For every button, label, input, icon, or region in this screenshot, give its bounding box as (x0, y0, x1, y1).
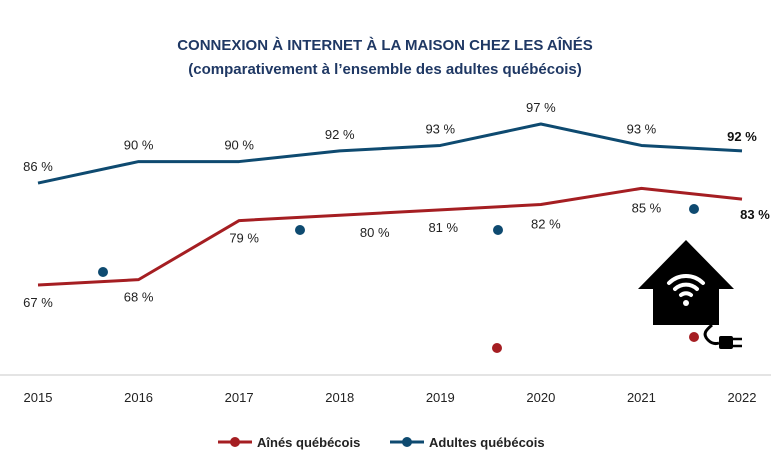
x-tick-label-2016: 2016 (124, 390, 153, 405)
decor-dot-blue-2 (295, 225, 305, 235)
decor-dot-red-1 (492, 343, 502, 353)
data-label-s0-6: 85 % (632, 200, 662, 215)
decor-dot-blue-4 (689, 204, 699, 214)
chart-subtitle: (comparativement à l’ensemble des adulte… (188, 61, 581, 78)
x-tick-label-2017: 2017 (225, 390, 254, 405)
legend-item-aines: Aînés québécois (218, 435, 360, 450)
data-label-s0-7: 83 % (740, 207, 770, 222)
data-label-s1-1: 90 % (124, 138, 154, 153)
x-tick-label-2021: 2021 (627, 390, 656, 405)
data-label-s0-5: 82 % (531, 217, 561, 232)
x-tick-label-2020: 2020 (526, 390, 555, 405)
series-line-0 (37, 186, 743, 287)
decor-dot-blue-3 (493, 225, 503, 235)
data-label-s0-4: 81 % (428, 220, 458, 235)
data-label-s0-3: 80 % (360, 225, 390, 240)
legend-label-aines: Aînés québécois (257, 435, 360, 450)
x-tick-label-2022: 2022 (728, 390, 757, 405)
x-tick-label-2018: 2018 (325, 390, 354, 405)
decor-dot-blue-1 (98, 267, 108, 277)
legend: Aînés québécois Adultes québécois (218, 435, 545, 450)
data-label-s1-5: 97 % (526, 100, 556, 115)
data-label-s0-0: 67 % (23, 295, 53, 310)
legend-label-adultes: Adultes québécois (429, 435, 545, 450)
data-label-s1-3: 92 % (325, 127, 355, 142)
x-tick-label-2019: 2019 (426, 390, 455, 405)
series-line-1 (37, 122, 743, 185)
data-label-s1-4: 93 % (425, 121, 455, 136)
legend-item-adultes: Adultes québécois (390, 435, 545, 450)
x-tick-label-2015: 2015 (24, 390, 53, 405)
data-label-s1-0: 86 % (23, 159, 53, 174)
data-label-s0-1: 68 % (124, 290, 154, 305)
chart-title: CONNEXION À INTERNET À LA MAISON CHEZ LE… (177, 36, 593, 54)
data-label-s1-6: 93 % (627, 121, 657, 136)
house-wifi-plug-icon (638, 240, 742, 349)
decor-dot-red-2 (689, 332, 699, 342)
data-label-s0-2: 79 % (229, 231, 259, 246)
data-label-s1-2: 90 % (224, 138, 254, 153)
data-label-s1-7: 92 % (727, 129, 757, 144)
